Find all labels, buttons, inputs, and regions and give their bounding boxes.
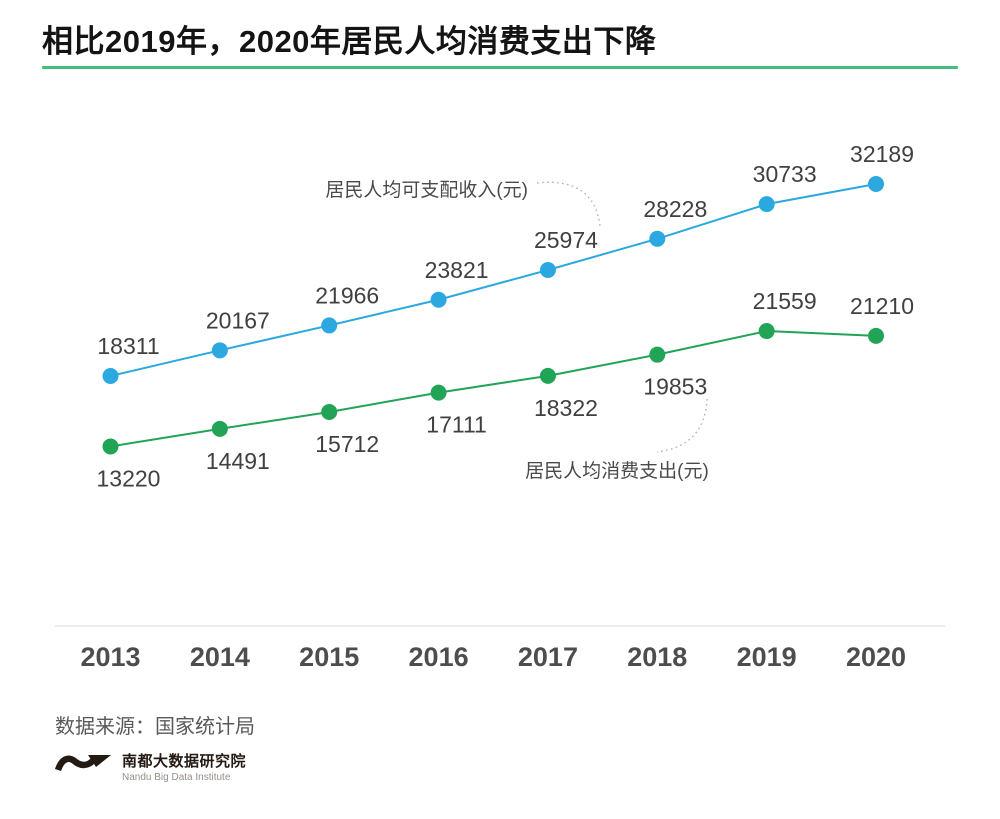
series-annotation-expenditure: 居民人均消费支出(元) [525,460,709,482]
value-label: 17111 [426,412,487,438]
x-tick-label: 2017 [518,642,578,672]
data-point [758,323,775,340]
data-point [211,342,228,359]
value-label: 23821 [425,257,489,283]
annotation-connector [536,181,601,227]
value-label: 18322 [534,395,598,421]
data-source-label: 数据来源：国家统计局 [55,716,255,738]
series-line [110,330,877,448]
data-point [321,317,338,334]
x-tick-label: 2013 [80,642,140,672]
data-point [539,261,556,278]
annotation-connector [656,398,708,453]
series-line [110,183,877,377]
value-label: 18311 [97,333,159,359]
value-label: 28228 [643,196,707,222]
data-point [758,196,775,213]
line-chart: 2013 2014 2015 2016 2017 2018 2019 2020 18311 201… [55,141,945,672]
data-point [321,403,338,420]
data-point [102,368,119,384]
data-point [211,420,228,437]
nandu-wave-icon [55,755,111,772]
nandu-logo-text: 南都大数据研究院 Nandu Big Data Institute [122,754,246,783]
data-point [430,291,447,308]
series-annotation-income: 居民人均可支配收入(元) [325,179,528,201]
value-label: 20167 [206,307,270,333]
value-label: 21210 [850,293,914,319]
value-label: 14491 [206,448,270,474]
logo-name-cn: 南都大数据研究院 [122,753,247,770]
value-label: 13220 [97,465,161,491]
value-label: 21966 [315,282,379,308]
x-tick-label: 2018 [627,642,687,672]
value-label: 19853 [643,374,707,400]
data-point [430,384,447,401]
value-label: 30733 [753,161,817,187]
x-tick-label: 2016 [409,642,469,672]
value-label: 15712 [315,431,379,457]
data-point [102,438,119,455]
x-tick-label: 2015 [299,642,359,672]
data-point [868,175,885,192]
value-label: 21559 [753,288,817,314]
data-point [649,230,666,247]
value-label: 25974 [534,227,598,253]
data-point [868,327,885,344]
logo-name-en: Nandu Big Data Institute [122,771,231,783]
nandu-logo: 南都大数据研究院 Nandu Big Data Institute [55,754,246,783]
x-tick-label: 2020 [846,642,906,672]
x-tick-label: 2014 [190,642,250,672]
x-tick-label: 2019 [737,642,797,672]
value-label: 32189 [850,141,914,167]
title-underline [42,66,958,69]
data-point [539,367,556,384]
data-point [649,346,666,363]
chart-title: 相比2019年，2020年居民人均消费支出下降 [42,24,657,59]
